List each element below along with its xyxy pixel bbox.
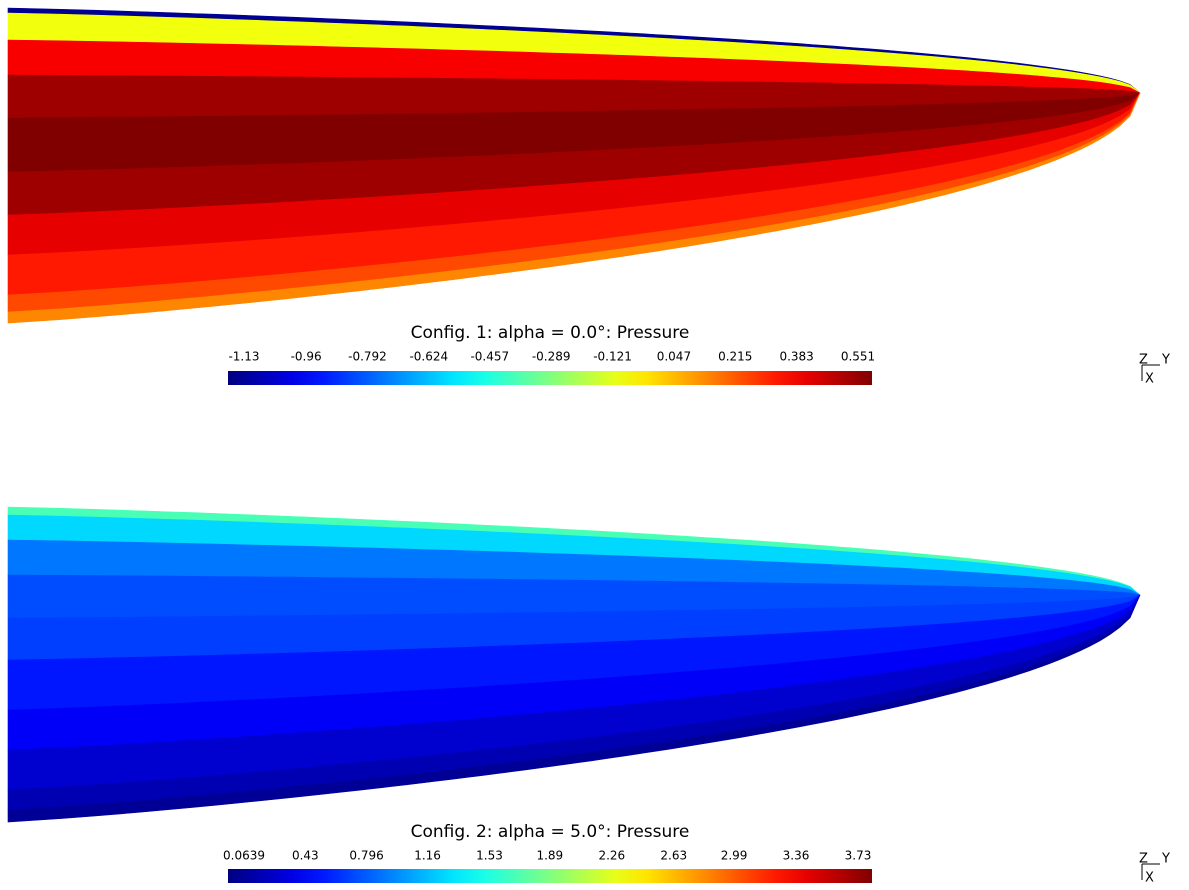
colorbar-tick-label: 0.215	[718, 350, 752, 364]
colorbar-tick-label: 0.551	[841, 350, 875, 364]
colorbar-tick-label: -0.457	[470, 350, 509, 364]
colorbar-tick-label: 3.73	[845, 849, 872, 863]
colorbar-tick-label: 3.36	[783, 849, 810, 863]
colorbar-tick-label: 0.383	[779, 350, 813, 364]
colorbar-tick-label: 0.047	[657, 350, 691, 364]
colorbar	[228, 869, 872, 883]
colorbar-tick-label: 1.89	[536, 849, 563, 863]
colorbar-tick-label: -0.289	[532, 350, 571, 364]
colorbar-tick-label: 2.99	[721, 849, 748, 863]
colorbar-tick-label: 2.26	[598, 849, 625, 863]
colorbar-title: Config. 2: alpha = 5.0°: Pressure	[411, 822, 690, 842]
colorbar-tick-label: 0.0639	[223, 849, 265, 863]
colorbar-tick-label: -0.121	[593, 350, 632, 364]
colorbar-tick-label: 2.63	[660, 849, 687, 863]
colorbar-tick-label: -0.792	[348, 350, 387, 364]
figure: Config. 1: alpha = 0.0°: Pressure -1.13 -0…	[0, 0, 1189, 890]
colorbar-tick-label: 0.43	[292, 849, 319, 863]
colorbar-tick-label: -0.624	[409, 350, 448, 364]
triad-label: Z	[1139, 353, 1148, 368]
triad-label: Y	[1161, 852, 1170, 867]
colorbar-tick-label: 1.16	[414, 849, 441, 863]
colorbar-tick-label: 0.796	[349, 849, 383, 863]
colorbar-tick-label: -1.13	[228, 350, 259, 364]
triad-label: Z	[1139, 852, 1148, 867]
colorbar-tick-label: 1.53	[476, 849, 503, 863]
triad-label: X	[1145, 372, 1154, 387]
colorbar-title: Config. 1: alpha = 0.0°: Pressure	[411, 323, 690, 343]
colorbar-tick-label: -0.96	[291, 350, 322, 364]
triad-label: Y	[1161, 353, 1170, 368]
triad-label: X	[1145, 871, 1154, 886]
colorbar	[228, 371, 872, 385]
